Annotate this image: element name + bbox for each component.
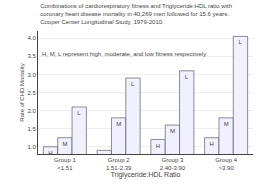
svg-text:L: L — [77, 110, 81, 116]
svg-text:M: M — [224, 121, 229, 127]
svg-text:L: L — [131, 81, 135, 87]
svg-text:Group 32.40-3.90: Group 32.40-3.90 — [160, 157, 186, 171]
svg-text:4.0: 4.0 — [27, 35, 36, 41]
svg-text:Rate of CHD Mortality: Rate of CHD Mortality — [19, 63, 25, 121]
svg-text:L: L — [185, 74, 189, 80]
svg-text:Group 21.51-2.39: Group 21.51-2.39 — [106, 157, 132, 171]
svg-text:H: H — [156, 143, 160, 149]
svg-text:2.5: 2.5 — [27, 90, 36, 96]
svg-text:M: M — [62, 141, 67, 147]
svg-text:1.0: 1.0 — [27, 144, 36, 150]
svg-text:3.5: 3.5 — [27, 53, 36, 59]
svg-text:1.5: 1.5 — [27, 126, 36, 132]
svg-text:H, M, L represent high, modera: H, M, L represent high, moderate, and lo… — [42, 51, 206, 57]
svg-text:Group 4>3.90: Group 4>3.90 — [215, 157, 237, 171]
svg-text:Combinations of cardiorespirat: Combinations of cardiorespiratory fitnes… — [40, 3, 232, 25]
svg-text:L: L — [238, 39, 242, 45]
svg-text:H: H — [102, 153, 106, 154]
svg-text:M: M — [116, 121, 121, 127]
svg-text:3.0: 3.0 — [27, 72, 36, 78]
svg-text:H: H — [210, 141, 214, 147]
svg-text:2.0: 2.0 — [27, 108, 36, 114]
svg-text:Triglyceride:HDL Ratio: Triglyceride:HDL Ratio — [111, 171, 181, 179]
svg-text:H: H — [48, 150, 52, 154]
svg-text:Group 1<1.51: Group 1<1.51 — [54, 157, 76, 171]
svg-text:M: M — [170, 128, 175, 134]
